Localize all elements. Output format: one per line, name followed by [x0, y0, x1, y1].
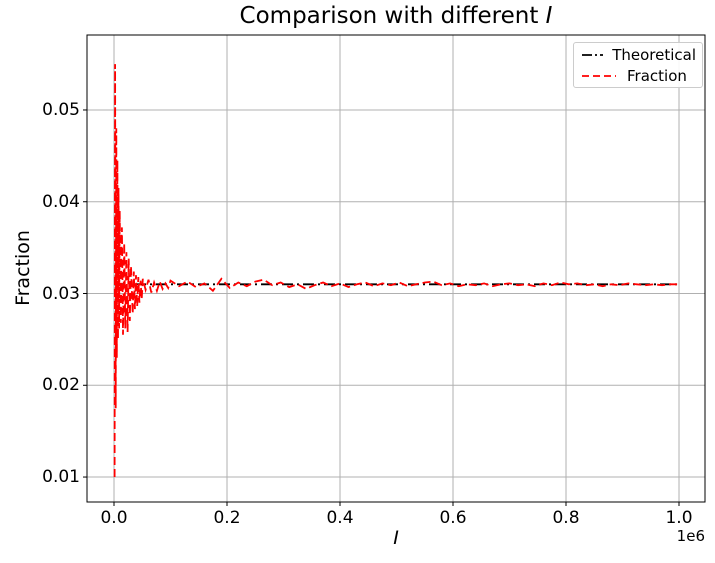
- series-line-fraction: [113, 64, 679, 478]
- legend-entry-fraction: Fraction: [580, 66, 696, 85]
- x-axis-label: I: [393, 527, 399, 549]
- legend-label-fraction: Fraction: [627, 66, 687, 85]
- x-tick-label: 0.6: [439, 508, 467, 528]
- y-tick-label: 0.04: [42, 191, 80, 212]
- chart-title-math-symbol: I: [545, 3, 553, 29]
- x-tick-label: 0.8: [552, 508, 580, 528]
- x-axis-offset-text: 1e6: [676, 527, 705, 545]
- theoretical-line-sample: [582, 53, 604, 56]
- fraction-line-sample: [582, 74, 616, 77]
- chart-title: Comparison with different I: [87, 2, 705, 30]
- axes-frame: [86, 34, 706, 503]
- x-tick-label: 0.0: [100, 508, 128, 528]
- chart-title-text: Comparison with different: [239, 3, 546, 29]
- x-tick-label: 1.0: [665, 508, 693, 528]
- y-tick-label: 0.01: [42, 467, 80, 488]
- x-tick-label: 0.2: [213, 508, 241, 528]
- y-tick-label: 0.02: [42, 375, 80, 396]
- legend: Theoretical Fraction: [573, 42, 703, 88]
- y-tick-label: 0.03: [42, 283, 80, 304]
- y-tick-label: 0.05: [42, 99, 80, 120]
- legend-entry-theoretical: Theoretical: [580, 45, 696, 64]
- legend-label-theoretical: Theoretical: [612, 45, 696, 64]
- y-axis-label: Fraction: [12, 230, 34, 306]
- x-tick-label: 0.4: [326, 508, 354, 528]
